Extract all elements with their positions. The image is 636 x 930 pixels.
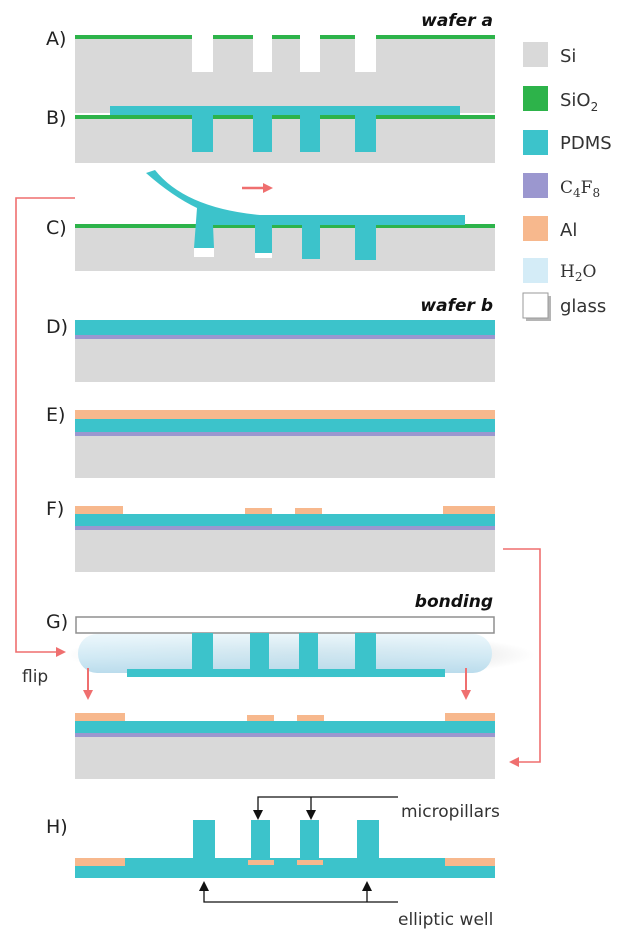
al-pad	[297, 715, 324, 721]
glass-slide	[75, 616, 495, 634]
c4f8-layer	[75, 335, 495, 339]
si-substrate	[75, 38, 495, 113]
elliptic-well-leader	[199, 881, 398, 903]
step-h-cross-section	[75, 796, 495, 903]
step-label-d: D)	[46, 316, 68, 338]
al-pad	[248, 860, 274, 865]
si-substrate	[75, 737, 495, 779]
si-substrate	[75, 530, 495, 572]
sio2-layer	[75, 35, 192, 39]
legend-label-pdms: PDMS	[560, 133, 612, 154]
legend-label-h2o: H2O	[560, 262, 596, 284]
pdms-layer	[110, 106, 460, 152]
step-c-cross-section	[75, 170, 495, 271]
si-substrate	[75, 227, 495, 271]
step-d-cross-section	[75, 320, 495, 382]
sio2-layer	[376, 35, 495, 39]
legend-label-glass: glass	[560, 296, 606, 317]
pdms-layer	[75, 514, 495, 526]
step-a-cross-section	[75, 35, 495, 113]
legend-label-al: Al	[560, 220, 577, 241]
legend-label-sio2: SiO2	[560, 90, 598, 114]
legend: Si SiO2 PDMS C4F8 Al H2O glass	[522, 42, 612, 321]
pdms-layer	[75, 320, 495, 335]
c4f8-layer	[75, 432, 495, 436]
al-pad	[247, 715, 274, 721]
c4f8-layer	[75, 526, 495, 530]
pdms-peeled-layer	[146, 170, 465, 260]
legend-swatch-h2o	[523, 258, 548, 283]
step-label-f: F)	[46, 498, 64, 520]
step-f-cross-section	[75, 506, 495, 572]
al-pad	[75, 858, 125, 866]
al-pad	[443, 506, 495, 514]
pdms-pillar	[357, 820, 379, 858]
heading-wafer-a: wafer a	[421, 11, 493, 31]
al-pad	[445, 713, 495, 721]
al-pad	[297, 860, 323, 865]
pdms-pillar	[250, 633, 269, 671]
al-pad	[245, 508, 272, 514]
step-e-cross-section	[75, 410, 495, 478]
pdms-pillar	[300, 820, 319, 858]
elliptic-well-label: elliptic well	[398, 910, 493, 930]
legend-label-si: Si	[560, 46, 576, 67]
al-pad	[295, 508, 322, 514]
legend-swatch-al	[523, 216, 548, 241]
si-substrate	[75, 339, 495, 382]
step-label-b: B)	[46, 107, 66, 129]
step-b-cross-section	[75, 106, 495, 163]
h2o-residue	[255, 253, 272, 258]
heading-bonding: bonding	[415, 592, 493, 612]
h2o-residue	[194, 248, 214, 257]
pdms-pillar	[192, 633, 213, 671]
pdms-layer	[75, 721, 495, 733]
step-label-c: C)	[46, 217, 67, 239]
step-g-cross-section	[65, 616, 535, 779]
sio2-layer	[75, 115, 495, 119]
sio2-layer	[320, 35, 355, 39]
legend-label-c4f8: C4F8	[560, 178, 600, 200]
pdms-pillar	[355, 633, 376, 671]
step-label-a: A)	[46, 28, 66, 50]
c4f8-layer	[75, 733, 495, 737]
sio2-layer	[75, 224, 495, 228]
al-layer	[75, 410, 495, 419]
pdms-pillar	[193, 820, 215, 858]
pdms-layer	[75, 419, 495, 432]
transfer-arrow-right	[503, 548, 541, 767]
legend-swatch-sio2	[523, 86, 548, 111]
step-label-h: H)	[46, 816, 68, 838]
pdms-pillar	[251, 820, 270, 858]
si-substrate	[75, 118, 495, 163]
si-substrate	[75, 436, 495, 478]
pdms-membrane	[127, 669, 445, 677]
micropillars-label: micropillars	[401, 802, 500, 822]
sio2-layer	[272, 35, 300, 39]
step-label-e: E)	[46, 404, 65, 426]
legend-swatch-glass	[522, 292, 549, 319]
al-pad	[75, 713, 125, 721]
heading-wafer-b: wafer b	[420, 296, 493, 316]
micropillars-leader	[253, 796, 398, 820]
legend-swatch-c4f8	[523, 173, 548, 198]
pdms-base	[75, 858, 495, 878]
step-label-g: G)	[46, 611, 68, 633]
flip-label: flip	[22, 667, 48, 687]
al-pad	[75, 506, 123, 514]
plasma-activation-region	[78, 634, 492, 673]
transfer-arrow-left	[15, 197, 75, 657]
sio2-layer	[213, 35, 253, 39]
pdms-pillar	[299, 633, 318, 671]
al-pad	[445, 858, 495, 866]
legend-swatch-pdms	[523, 130, 548, 155]
legend-swatch-si	[523, 42, 548, 67]
